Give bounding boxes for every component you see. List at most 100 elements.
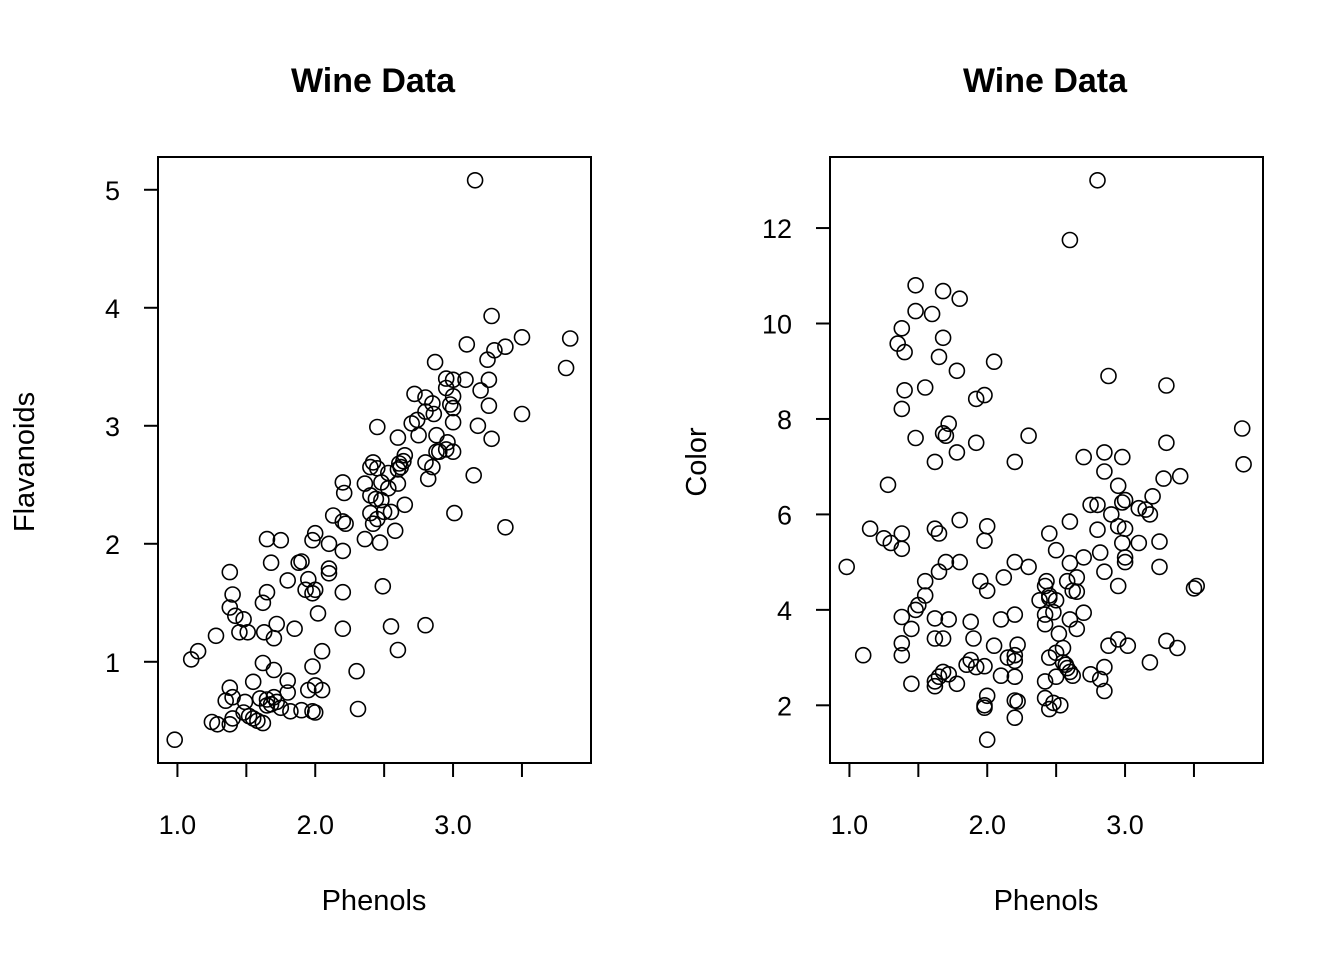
data-point [265,629,283,647]
data-point [926,673,944,690]
data-point [313,642,331,660]
data-point [1109,517,1127,535]
data-point [934,630,952,647]
data-point [1119,637,1137,655]
data-point [992,667,1010,685]
data-point [426,353,444,371]
data-point [207,627,225,645]
data-point [1041,700,1058,718]
data-point [1061,513,1079,530]
data-point [992,611,1010,628]
data-point [334,513,352,530]
y-tick-label: 4 [105,294,120,324]
data-point [441,396,459,413]
data-point [934,424,952,442]
data-point [1137,501,1154,518]
data-point [1075,549,1092,566]
data-point [1100,367,1117,385]
data-point [203,713,221,731]
data-point [1047,541,1065,559]
data-point [926,630,944,647]
data-point [497,518,514,536]
data-point [1050,625,1068,643]
data-point [439,433,456,451]
data-point [428,443,445,461]
x-tick-label: 3.0 [1106,810,1144,840]
data-point [483,430,500,448]
data-point [926,520,944,538]
y-axis: 2 4 6 8 10 12 [762,214,830,721]
x-axis-label: Phenols [994,885,1099,917]
data-point [428,426,445,444]
data-point [1020,558,1037,576]
data-point [861,520,879,538]
data-point [446,504,463,522]
x-tick-label: 3.0 [434,810,472,840]
data-point [1006,709,1024,727]
data-point [1155,470,1172,487]
data-point [1009,693,1026,710]
data-point [893,525,911,542]
data-point [893,646,911,664]
data-point [472,382,489,399]
data-point [985,353,1003,371]
data-point [304,658,321,675]
data-point [382,503,400,521]
data-point [286,620,303,638]
data-point [265,661,283,679]
data-point [967,658,985,676]
data-point [293,553,310,570]
data-point [1064,667,1081,685]
data-point [282,702,299,720]
data-point [940,415,958,433]
data-point [444,443,462,461]
data-point [907,601,924,619]
data-point [424,458,441,476]
data-point [1036,577,1054,595]
data-point [424,395,441,412]
data-point [557,359,575,377]
data-point [272,699,290,717]
y-tick-label: 10 [762,310,792,340]
data-point [419,470,437,488]
data-point [306,524,324,542]
data-point [1158,377,1175,394]
data-point [838,558,856,576]
x-axis-label: Phenols [322,885,427,917]
data-point [227,607,244,625]
data-point [1096,658,1113,676]
data-point [254,594,272,612]
data-point [976,386,993,404]
data-point [1089,172,1106,189]
data-point [425,405,443,423]
data-point [1006,553,1024,571]
data-point [967,390,985,408]
data-point [926,677,944,695]
data-point [1158,434,1175,452]
data-point [513,328,531,346]
data-point [907,302,924,320]
data-point [231,623,248,641]
data-point [466,172,484,189]
data-point [244,710,262,727]
data-point [356,475,374,492]
data-point [254,654,272,672]
data-point [306,581,324,599]
data-point [1047,591,1065,609]
data-point [1169,639,1186,657]
x-axis: 1.0 2.0 3.0 [159,762,523,840]
data-point [1171,467,1189,485]
data-point [483,307,500,325]
data-point [395,452,412,470]
y-tick-label: 12 [762,214,792,244]
data-point [320,535,338,553]
data-point [1058,572,1076,590]
data-point [1096,563,1113,581]
data-point [1075,604,1092,622]
color-scatter-panel: Wine Data 1.0 2.0 3.0 2 4 6 8 10 12 Phenols Col… [681,62,1264,917]
data-point [480,397,498,415]
data-point [1130,534,1148,552]
data-point [923,305,941,323]
data-point [951,290,969,308]
